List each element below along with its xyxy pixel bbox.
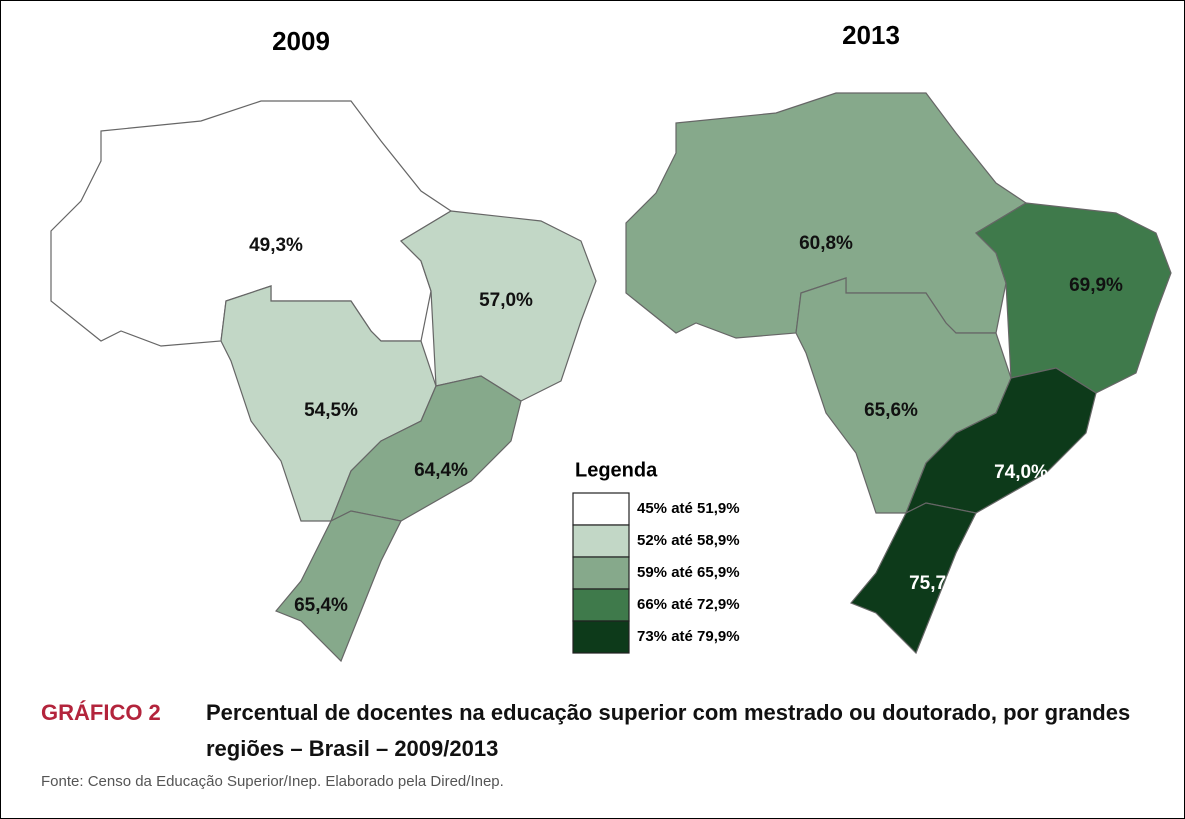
region-label: 64,4% — [414, 460, 468, 481]
region-label: 60,8% — [799, 233, 853, 254]
region-label: 65,4% — [294, 595, 348, 616]
legend-label: 52% até 58,9% — [637, 532, 740, 549]
region-label: 57,0% — [479, 290, 533, 311]
map-year: 2013 — [842, 20, 900, 50]
caption-number: GRÁFICO 2 — [41, 700, 161, 725]
legend-title: Legenda — [575, 459, 658, 481]
legend-label: 59% até 65,9% — [637, 564, 740, 581]
legend-swatch — [572, 524, 630, 558]
caption-title: Percentual de docentes na educação super… — [206, 700, 1131, 761]
region-label: 49,3% — [249, 235, 303, 256]
legend-label: 66% até 72,9% — [637, 596, 740, 613]
legend-swatch — [572, 588, 630, 622]
source: Fonte: Censo da Educação Superior/Inep. … — [41, 773, 504, 790]
region-label: 75,7% — [909, 573, 963, 594]
map-year: 2009 — [272, 26, 330, 56]
legend-swatch — [572, 492, 630, 526]
region-label: 74,0% — [994, 462, 1048, 483]
region — [850, 502, 977, 655]
region-label: 69,9% — [1069, 275, 1123, 296]
region-label: 65,6% — [864, 400, 918, 421]
legend-label: 45% até 51,9% — [637, 500, 740, 517]
legend-swatch — [572, 556, 630, 590]
legend-label: 73% até 79,9% — [637, 628, 740, 645]
region — [275, 510, 402, 663]
region-label: 54,5% — [304, 400, 358, 421]
legend-swatch — [572, 620, 630, 654]
